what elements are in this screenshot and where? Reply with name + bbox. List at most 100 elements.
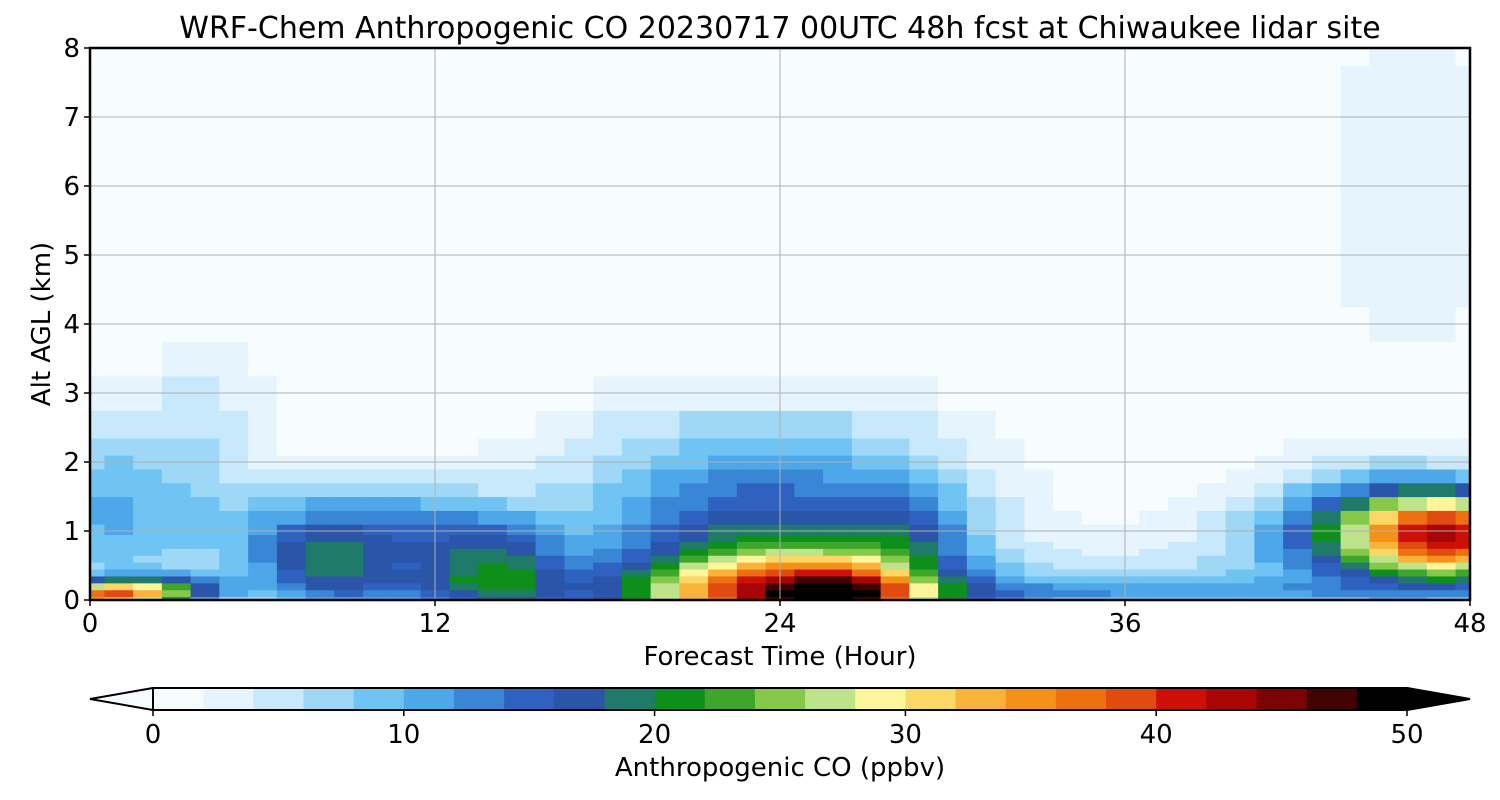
heatmap-cell [708, 575, 738, 584]
heatmap-cell [995, 468, 1025, 484]
heatmap-cell [449, 272, 479, 308]
heatmap-cell [880, 468, 910, 484]
heatmap-cell [90, 134, 105, 170]
heatmap-cell [1024, 555, 1054, 563]
heatmap-cell [276, 272, 307, 308]
heatmap-cell [794, 541, 824, 549]
heatmap-cell [391, 541, 422, 549]
heatmap-cell [1369, 65, 1399, 101]
heatmap-cell [276, 534, 307, 542]
heatmap-cell [90, 203, 105, 239]
heatmap-cell [1139, 437, 1169, 456]
heatmap-cell [851, 134, 882, 170]
heatmap-cell [1455, 582, 1470, 591]
heatmap-cell [535, 575, 565, 584]
heatmap-cell [621, 555, 652, 563]
heatmap-cell [535, 482, 565, 498]
heatmap-cell [190, 555, 220, 563]
heatmap-cell [650, 134, 680, 170]
heatmap-cell [564, 596, 594, 600]
heatmap-cell [1426, 272, 1457, 308]
heatmap-cell [1283, 541, 1313, 549]
heatmap-cell [90, 568, 105, 577]
heatmap-cell [679, 48, 709, 66]
heatmap-cell [593, 596, 623, 600]
heatmap-cell [1254, 134, 1284, 170]
heatmap-cell [1426, 341, 1457, 377]
heatmap-cell [219, 596, 249, 600]
heatmap-cell [276, 548, 307, 556]
heatmap-cell [506, 437, 537, 456]
heatmap-cell [535, 589, 565, 598]
heatmap-cell [190, 48, 220, 66]
heatmap-cell [1196, 555, 1227, 563]
heatmap-cell [133, 341, 163, 377]
heatmap-cell [1398, 541, 1428, 549]
heatmap-cell [305, 541, 335, 549]
heatmap-cell [363, 134, 393, 170]
heatmap-cell [1254, 48, 1284, 66]
heatmap-cell [794, 524, 824, 536]
heatmap-cell [593, 582, 623, 591]
heatmap-cell [363, 48, 393, 66]
heatmap-cell [219, 341, 249, 377]
colorbar-segment [1156, 688, 1207, 710]
heatmap-cell [938, 596, 968, 600]
heatmap-cell [305, 555, 335, 563]
heatmap-cell [1398, 524, 1428, 536]
heatmap-cell [1254, 482, 1284, 498]
heatmap-cell [248, 496, 278, 511]
heatmap-cell [161, 341, 192, 377]
heatmap-cell [1168, 65, 1198, 101]
heatmap-cell [1168, 510, 1198, 525]
heatmap-cell [736, 272, 767, 308]
heatmap-cell [679, 341, 709, 377]
heatmap-cell [564, 548, 594, 556]
heatmap-cell [1139, 482, 1169, 498]
heatmap-cell [851, 596, 882, 600]
colorbar-segment [353, 688, 405, 710]
heatmap-cell [334, 575, 364, 584]
heatmap-cell [506, 555, 537, 563]
heatmap-cell [334, 341, 364, 377]
heatmap-cell [1340, 482, 1370, 498]
heatmap-cell [564, 341, 594, 377]
heatmap-cell [1053, 568, 1083, 577]
heatmap-cell [794, 534, 824, 542]
heatmap-cell [334, 65, 364, 101]
heatmap-cell [391, 65, 422, 101]
heatmap-cell [478, 562, 508, 570]
heatmap-cell [650, 575, 680, 584]
heatmap-cell [535, 555, 565, 563]
heatmap-cell [219, 555, 249, 563]
heatmap-cell [1311, 534, 1342, 542]
heatmap-cell [938, 48, 968, 66]
heatmap-cell [1426, 524, 1457, 536]
heatmap-cell [966, 596, 997, 600]
heatmap-cell [1139, 555, 1169, 563]
heatmap-cell [1225, 510, 1255, 525]
heatmap-cell [190, 589, 220, 598]
heatmap-cell [679, 65, 709, 101]
heatmap-cell [593, 524, 623, 536]
heatmap-cell [478, 582, 508, 591]
heatmap-cell [794, 482, 824, 498]
heatmap-cell [248, 589, 278, 598]
heatmap-cell [679, 575, 709, 584]
heatmap-cell [564, 524, 594, 536]
heatmap-cell [1340, 468, 1370, 484]
heatmap-cell [219, 134, 249, 170]
heatmap-cell [1426, 203, 1457, 239]
heatmap-cell [708, 568, 738, 577]
heatmap-cell [909, 575, 939, 584]
heatmap-cell [1024, 468, 1054, 484]
heatmap-cell [995, 437, 1025, 456]
heatmap-cell [650, 589, 680, 598]
heatmap-cell [938, 134, 968, 170]
heatmap-cell [90, 541, 105, 549]
heatmap-cell [391, 341, 422, 377]
heatmap-cell [391, 510, 422, 525]
heatmap-cell [1283, 65, 1313, 101]
heatmap-cell [679, 582, 709, 591]
heatmap-cell [851, 510, 882, 525]
